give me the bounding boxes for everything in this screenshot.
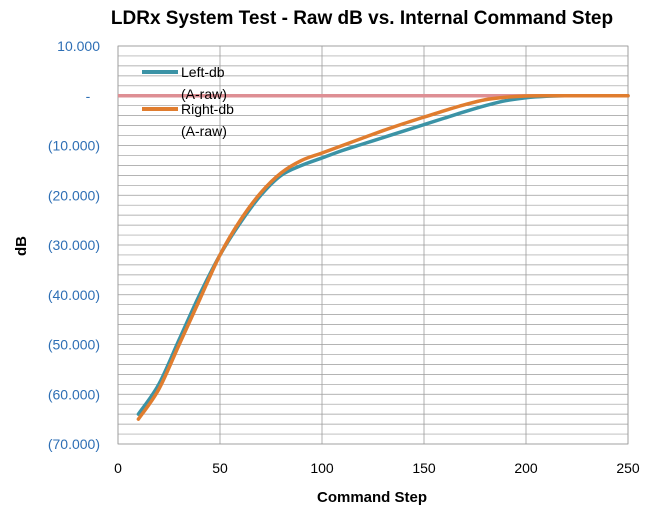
y-tick-label: (40.000) [48, 287, 100, 303]
chart-title: LDRx System Test - Raw dB vs. Internal C… [111, 8, 613, 29]
legend-label-left-db-line2: (A-raw) [181, 86, 227, 102]
y-axis-title: dB [13, 236, 30, 256]
tick-layer: 10.000 - (10.000) (20.000) (30.000) (40.000) (… [48, 38, 640, 476]
y-tick-label: (10.000) [48, 138, 100, 154]
x-tick-label: 0 [114, 460, 122, 476]
y-tick-label: (70.000) [48, 436, 100, 452]
plot-frame [117, 45, 629, 445]
y-tick-label: (50.000) [48, 337, 100, 353]
grid-layer [117, 45, 629, 445]
legend-label-right-db-line2: (A-raw) [181, 123, 227, 139]
x-tick-label: 100 [310, 460, 334, 476]
y-tick-label: - [86, 88, 91, 104]
y-tick-label: 10.000 [57, 38, 100, 54]
series-line-right-db [136, 93, 630, 421]
x-tick-label: 200 [514, 460, 538, 476]
legend-label-left-db-line1: Left-db [181, 64, 225, 80]
series-layer [118, 93, 630, 421]
y-tick-label: (30.000) [48, 237, 100, 253]
x-tick-label: 250 [616, 460, 640, 476]
x-tick-label: 50 [212, 460, 228, 476]
y-tick-label: (60.000) [48, 386, 100, 402]
y-tick-label: (20.000) [48, 187, 100, 203]
legend: Left-db (A-raw) Right-db (A-raw) [142, 64, 234, 139]
x-axis-title: Command Step [317, 489, 427, 506]
x-tick-label: 150 [412, 460, 436, 476]
legend-label-right-db-line1: Right-db [181, 101, 234, 117]
